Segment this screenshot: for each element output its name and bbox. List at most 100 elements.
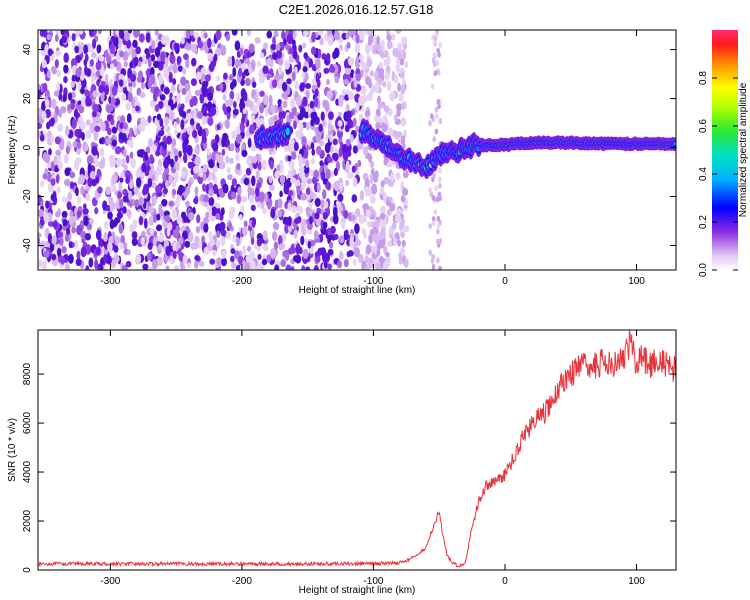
noise-cell bbox=[90, 66, 96, 74]
noise-cell bbox=[296, 99, 301, 107]
noise-cell bbox=[257, 161, 262, 171]
noise-cell bbox=[313, 96, 319, 108]
noise-cell bbox=[429, 113, 434, 120]
noise-cell bbox=[298, 44, 303, 53]
noise-cell bbox=[400, 217, 405, 227]
noise-cell bbox=[372, 35, 377, 45]
noise-cell bbox=[298, 206, 304, 214]
snr-frame bbox=[37, 329, 677, 571]
noise-cell bbox=[66, 227, 71, 235]
noise-cell bbox=[69, 171, 76, 179]
noise-cell bbox=[164, 215, 171, 223]
noise-cell bbox=[428, 120, 432, 127]
snr-x-label: Height of straight line (km) bbox=[299, 585, 416, 596]
noise-cell bbox=[395, 212, 402, 224]
noise-cell bbox=[372, 233, 379, 243]
noise-cell bbox=[329, 241, 334, 249]
noise-cell bbox=[183, 152, 188, 164]
noise-cell bbox=[157, 41, 163, 50]
noise-cell bbox=[80, 246, 87, 258]
noise-cell bbox=[370, 194, 376, 204]
noise-cell bbox=[118, 223, 124, 235]
noise-cell bbox=[55, 211, 61, 218]
noise-cell bbox=[44, 153, 51, 164]
noise-cell bbox=[97, 30, 102, 35]
snr-xtick-label: 100 bbox=[628, 576, 645, 587]
noise-cell bbox=[80, 121, 86, 130]
noise-cell bbox=[68, 241, 73, 249]
noise-cell bbox=[206, 148, 211, 156]
noise-cell bbox=[165, 245, 171, 257]
noise-cell bbox=[290, 177, 297, 184]
noise-cell bbox=[119, 172, 125, 179]
noise-cell bbox=[270, 104, 276, 113]
noise-cell bbox=[300, 235, 305, 246]
noise-cell bbox=[312, 111, 318, 122]
spectrogram-frame bbox=[37, 29, 677, 271]
noise-cell bbox=[306, 89, 310, 99]
noise-cell bbox=[216, 257, 222, 268]
noise-cell bbox=[272, 231, 277, 241]
noise-cell bbox=[232, 108, 239, 116]
noise-cell bbox=[105, 137, 112, 145]
noise-cell bbox=[338, 251, 344, 260]
noise-cell bbox=[338, 96, 344, 108]
noise-cell bbox=[106, 127, 112, 136]
noise-cell bbox=[44, 240, 50, 248]
noise-cell bbox=[231, 130, 238, 140]
noise-cell bbox=[139, 91, 146, 98]
noise-cell bbox=[367, 39, 373, 46]
noise-cell bbox=[347, 171, 354, 179]
noise-cell bbox=[75, 187, 79, 197]
noise-cell bbox=[180, 211, 187, 220]
noise-cell bbox=[315, 255, 321, 263]
noise-cell bbox=[334, 76, 340, 84]
noise-cell bbox=[224, 119, 230, 130]
noise-cell bbox=[159, 93, 166, 101]
noise-cell bbox=[271, 52, 278, 61]
noise-cell bbox=[40, 133, 45, 142]
noise-cell bbox=[93, 130, 99, 142]
noise-cell bbox=[54, 136, 61, 145]
noise-cell bbox=[120, 115, 126, 124]
noise-cell bbox=[103, 84, 110, 96]
noise-cell bbox=[333, 233, 339, 240]
noise-cell bbox=[77, 79, 82, 91]
noise-cell bbox=[357, 159, 362, 168]
noise-cell bbox=[328, 36, 333, 47]
noise-cell bbox=[309, 100, 315, 109]
noise-cell bbox=[402, 49, 407, 60]
noise-cell bbox=[353, 78, 358, 89]
noise-cell bbox=[119, 122, 125, 130]
noise-cell bbox=[89, 170, 96, 179]
noise-cell bbox=[246, 157, 252, 165]
spectrogram-xtick-label: 100 bbox=[628, 276, 645, 287]
noise-cell bbox=[216, 123, 221, 131]
noise-cell bbox=[168, 73, 173, 83]
noise-cell bbox=[156, 164, 163, 176]
noise-cell bbox=[69, 181, 74, 190]
noise-cell bbox=[163, 141, 168, 151]
noise-cell bbox=[71, 74, 76, 83]
noise-cell bbox=[80, 230, 87, 239]
noise-cell bbox=[347, 91, 355, 100]
noise-cell bbox=[363, 232, 367, 239]
noise-cell bbox=[135, 46, 141, 55]
noise-cell bbox=[321, 251, 329, 263]
noise-cell bbox=[248, 194, 255, 204]
noise-cell bbox=[281, 81, 288, 92]
noise-cell bbox=[95, 176, 100, 184]
noise-cell bbox=[150, 144, 157, 153]
spectrogram-ytick-label: 40 bbox=[22, 44, 33, 56]
noise-cell bbox=[119, 198, 124, 209]
noise-cell bbox=[401, 135, 406, 146]
noise-cell bbox=[74, 240, 78, 249]
noise-cell bbox=[103, 231, 108, 243]
noise-cell bbox=[38, 194, 42, 203]
noise-cell bbox=[214, 134, 220, 144]
noise-cell bbox=[352, 258, 357, 267]
noise-cell bbox=[395, 172, 401, 181]
noise-cell bbox=[246, 245, 252, 252]
noise-cell bbox=[39, 30, 45, 37]
